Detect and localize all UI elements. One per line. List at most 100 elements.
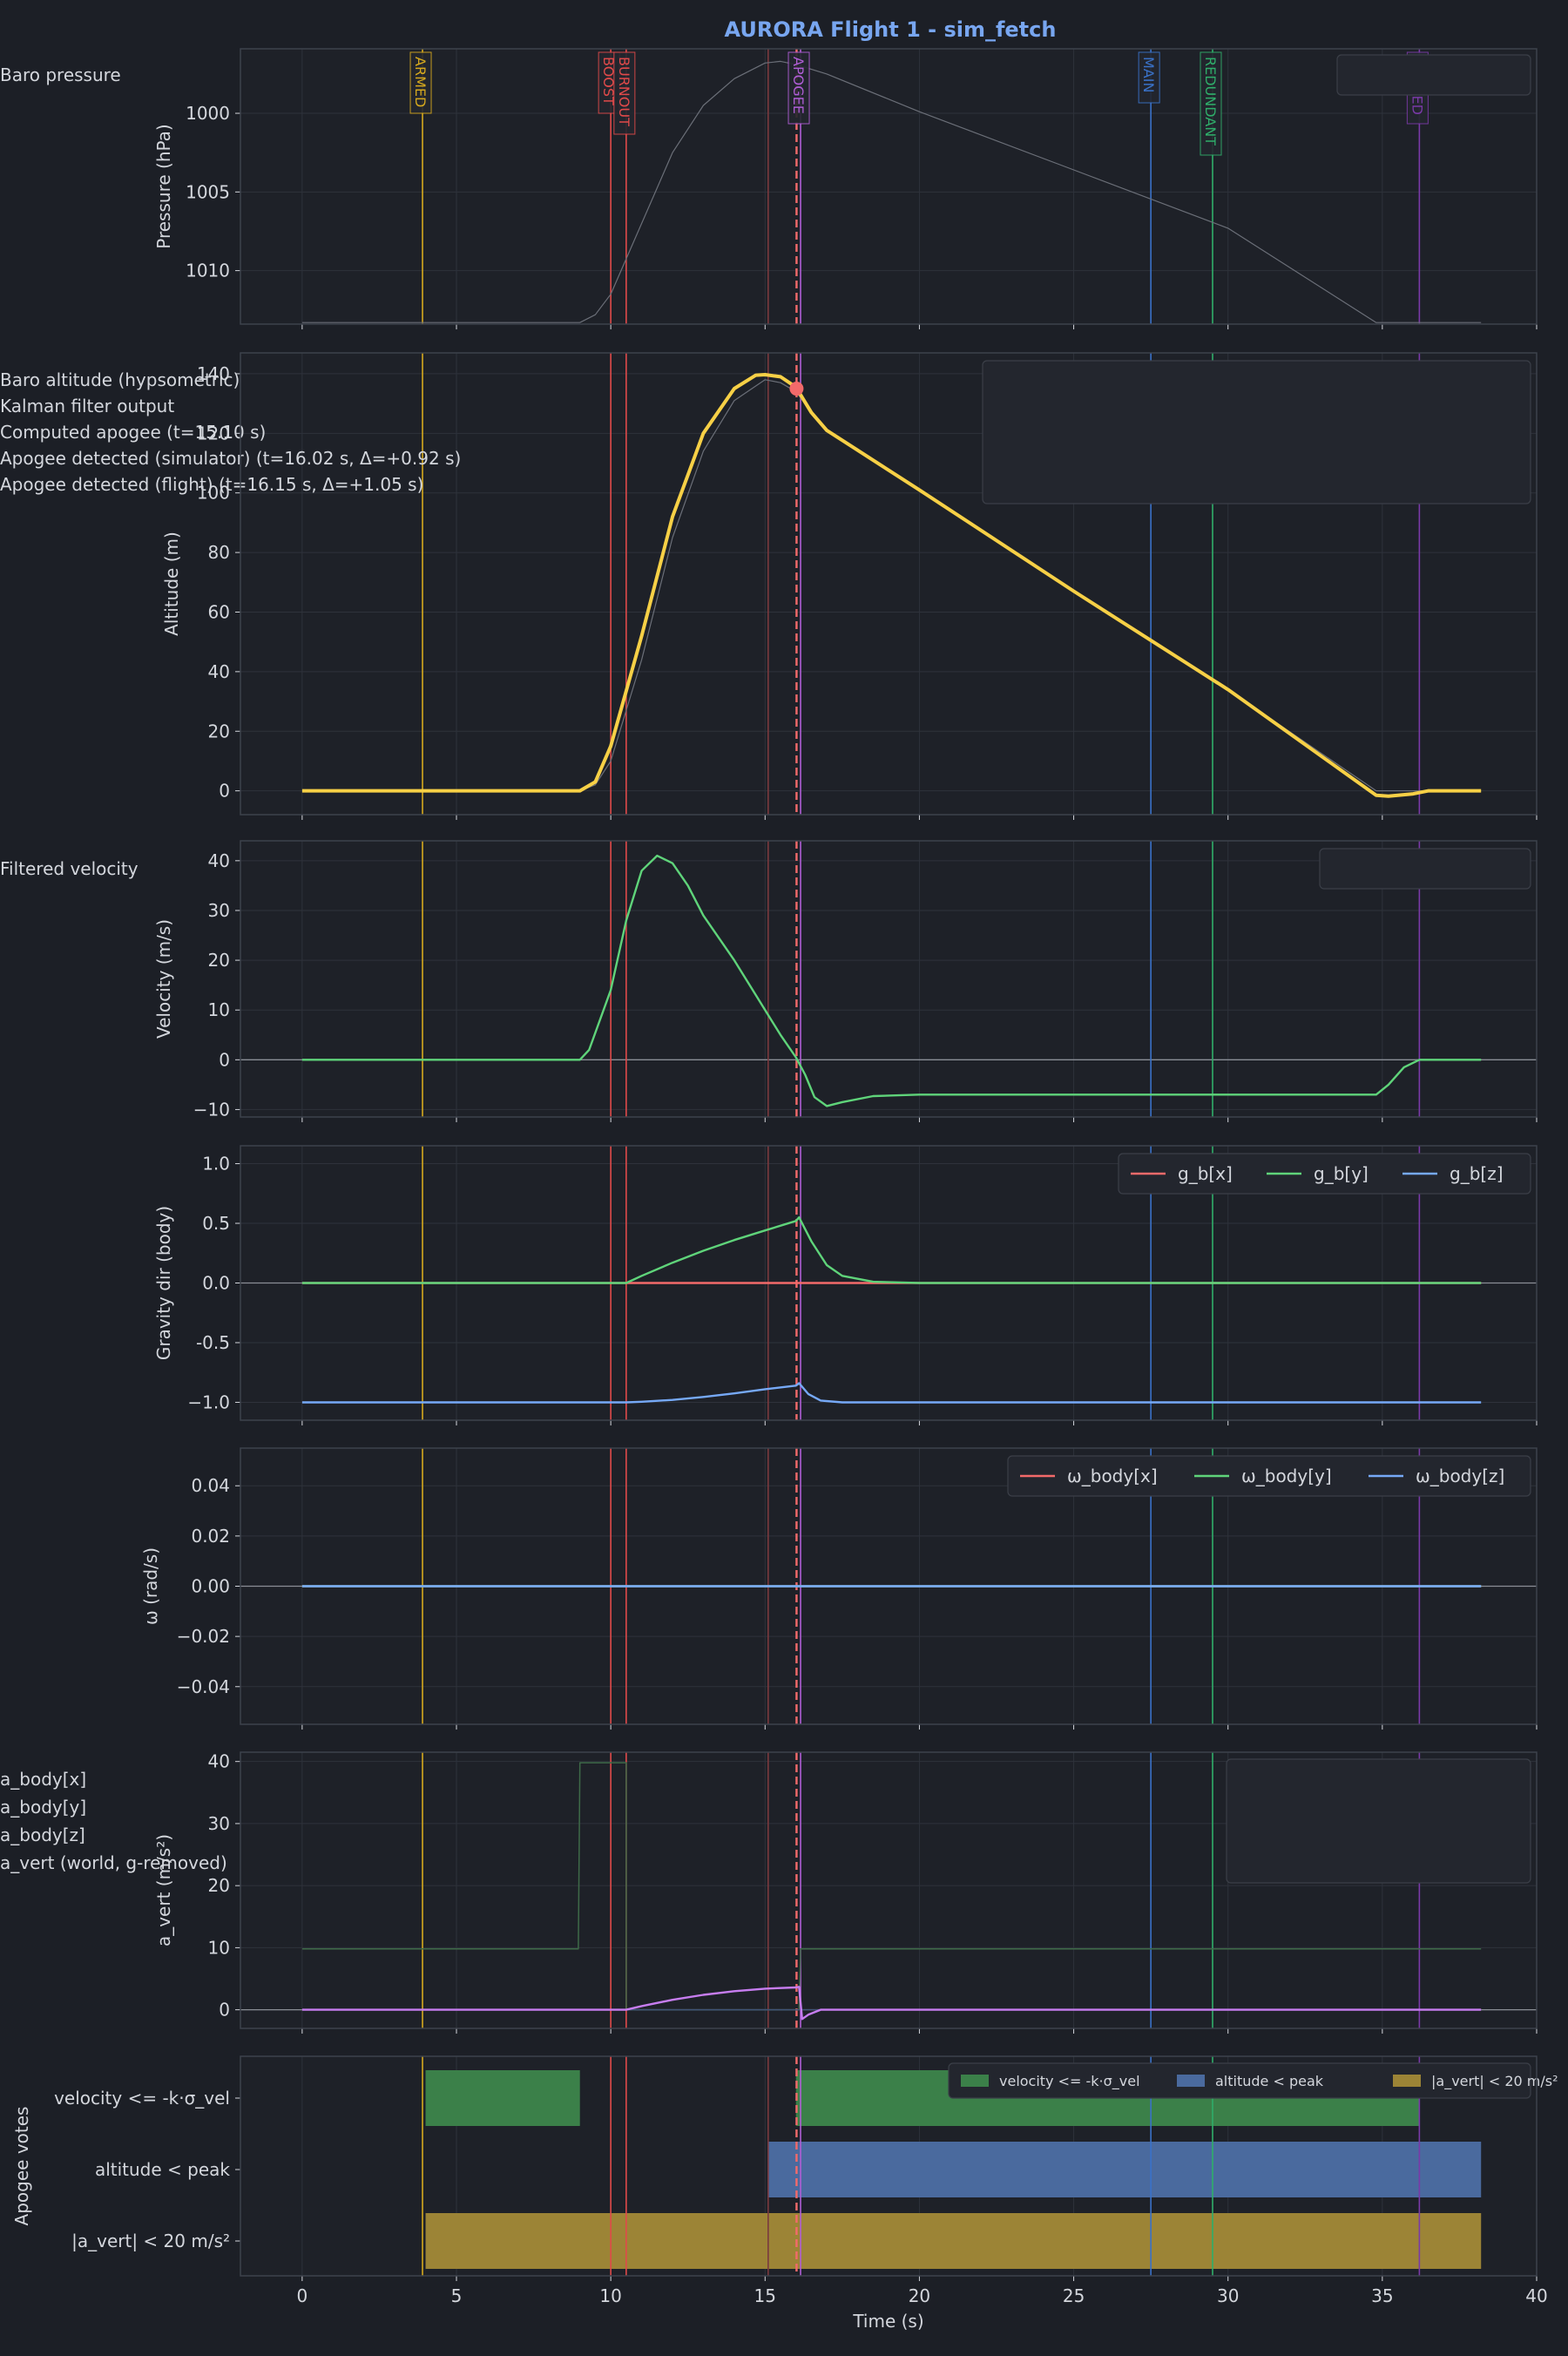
y-tick-label: 100 — [197, 483, 230, 504]
y-tick-label: 20 — [208, 1875, 230, 1896]
legend-swatch — [1177, 2075, 1205, 2087]
event-label-armed: ARMED — [409, 51, 432, 114]
y-tick-label: 10 — [208, 999, 230, 1020]
legend: velocity <= -k·σ_vel altitude < peak |a_ve… — [948, 2062, 1558, 2099]
x-tick-label: 5 — [451, 2285, 463, 2306]
legend-swatch — [961, 2075, 989, 2087]
event-label-box — [787, 51, 810, 125]
legend-entry: a_vert (world, g-removed) — [0, 1852, 227, 1873]
legend-entry: Apogee detected (simulator) (t=16.02 s, … — [0, 448, 461, 469]
event-label-text: BURNOUT — [616, 57, 632, 126]
legend-swatch — [1393, 2075, 1421, 2087]
event-label-box — [1138, 51, 1160, 104]
legend-entry: g_b[z] — [1450, 1163, 1504, 1184]
vote-bar — [767, 2142, 1482, 2197]
y-axis-label: Pressure (hPa) — [153, 124, 174, 248]
event-label-box — [1200, 51, 1222, 156]
plot-frame — [240, 1145, 1538, 1421]
vote-row-label: velocity <= -k·σ_vel — [54, 2088, 230, 2109]
event-label-text: REDUNDANT — [1202, 57, 1219, 146]
series-line — [301, 1762, 1482, 2011]
legend-box — [1007, 1455, 1531, 1497]
y-tick-label: 0 — [219, 1049, 230, 1070]
panel-omega: −0.04 −0.02 0.00 0.02 0.04 ω (rad/s) ω_body[x]… — [140, 1447, 1538, 1730]
legend-box — [1118, 1153, 1531, 1195]
legend-entry: ω_body[x] — [1067, 1466, 1158, 1486]
legend-entry: altitude < peak — [1215, 2073, 1324, 2089]
x-axis-label: Time (s) — [852, 2311, 923, 2332]
legend-box — [948, 2062, 1531, 2099]
y-tick-label: 40 — [208, 1751, 230, 1772]
x-tick-label: 10 — [599, 2285, 621, 2306]
y-tick-label: 1005 — [186, 181, 230, 202]
y-tick-label: 0.0 — [202, 1273, 230, 1294]
legend-entry: Kalman filter output — [0, 396, 174, 416]
event-label-text: BOOST — [600, 57, 617, 105]
legend-entry: ω_body[z] — [1416, 1466, 1504, 1486]
apogee-marker — [789, 382, 804, 396]
y-tick-label: 40 — [208, 850, 230, 871]
legend: Filtered velocity — [0, 848, 1531, 890]
legend: g_b[x] g_b[y] g_b[z] — [1118, 1153, 1531, 1195]
legend-entry: ω_body[y] — [1241, 1466, 1332, 1486]
y-tick-label: 40 — [208, 661, 230, 682]
x-tick-label: 40 — [1525, 2285, 1547, 2306]
plot-frame — [240, 1447, 1538, 1725]
event-label-main: MAIN — [1138, 51, 1160, 104]
event-label-text: MAIN — [1140, 57, 1157, 92]
y-tick-label: 20 — [208, 950, 230, 971]
y-tick-label: 0.02 — [191, 1526, 230, 1547]
y-tick-label: 20 — [208, 721, 230, 741]
x-tick-label: 35 — [1371, 2285, 1393, 2306]
x-tick-label: 0 — [296, 2285, 308, 2306]
legend-entry: velocity <= -k·σ_vel — [999, 2073, 1140, 2090]
legend-entry: Apogee detected (flight) (t=16.15 s, Δ=+… — [0, 474, 423, 495]
legend-box — [982, 360, 1531, 504]
legend-entry: g_b[x] — [1178, 1163, 1233, 1184]
vote-bar — [425, 2070, 580, 2126]
y-axis-label: Gravity dir (body) — [153, 1206, 174, 1360]
x-tick-label: 30 — [1217, 2285, 1239, 2306]
y-tick-label: −0.04 — [177, 1676, 230, 1697]
panel-votes: velocity <= -k·σ_vel altitude < peak |a_ve… — [11, 2055, 1558, 2281]
legend: Baro pressure — [0, 54, 1531, 96]
event-label-apogee: APOGEE — [787, 51, 810, 125]
y-tick-label: 0.04 — [191, 1475, 230, 1496]
panel-velocity: −10 0 10 20 30 40 Velocity (m/s) Filtered veloc… — [0, 840, 1538, 1122]
x-tick-label: 20 — [909, 2285, 930, 2306]
series-line — [301, 1382, 1482, 1404]
y-axis-label: Velocity (m/s) — [153, 919, 174, 1039]
series-line — [301, 1986, 1482, 2021]
panel-gravity: −1.0 -0.5 0.0 0.5 1.0 Gravity dir (body) g_b[x… — [153, 1145, 1538, 1425]
x-tick-label: 25 — [1063, 2285, 1085, 2306]
y-tick-label: 1000 — [186, 103, 230, 124]
y-tick-label: 80 — [208, 542, 230, 563]
y-tick-label: 120 — [197, 423, 230, 443]
plot-frame — [240, 840, 1538, 1118]
legend-entry: Baro pressure — [0, 64, 121, 85]
y-axis-label: ω (rad/s) — [140, 1547, 161, 1625]
vote-bar — [425, 2213, 1482, 2269]
legend-entry: a_body[y] — [0, 1797, 86, 1818]
y-tick-label: -0.5 — [196, 1332, 230, 1353]
legend-entry: a_body[x] — [0, 1769, 86, 1790]
y-tick-label: 30 — [208, 1813, 230, 1834]
y-tick-label: −1.0 — [187, 1391, 230, 1412]
y-tick-label: 0 — [219, 2000, 230, 2021]
event-label-box — [613, 51, 636, 135]
event-label-text: ARMED — [412, 57, 429, 107]
legend-entry: Computed apogee (t=15.10 s) — [0, 422, 266, 443]
legend-entry: Filtered velocity — [0, 858, 139, 879]
y-tick-label: 0.00 — [191, 1576, 230, 1597]
event-label-box — [409, 51, 432, 114]
legend-box — [1336, 54, 1531, 96]
y-tick-label: 0 — [219, 781, 230, 802]
x-tick-label: 15 — [754, 2285, 776, 2306]
legend: ω_body[x] ω_body[y] ω_body[z] — [1007, 1455, 1531, 1497]
series-line — [301, 854, 1482, 1107]
series-line — [301, 373, 1482, 798]
y-axis-label: Apogee votes — [11, 2107, 32, 2226]
plot-frame — [240, 48, 1538, 325]
